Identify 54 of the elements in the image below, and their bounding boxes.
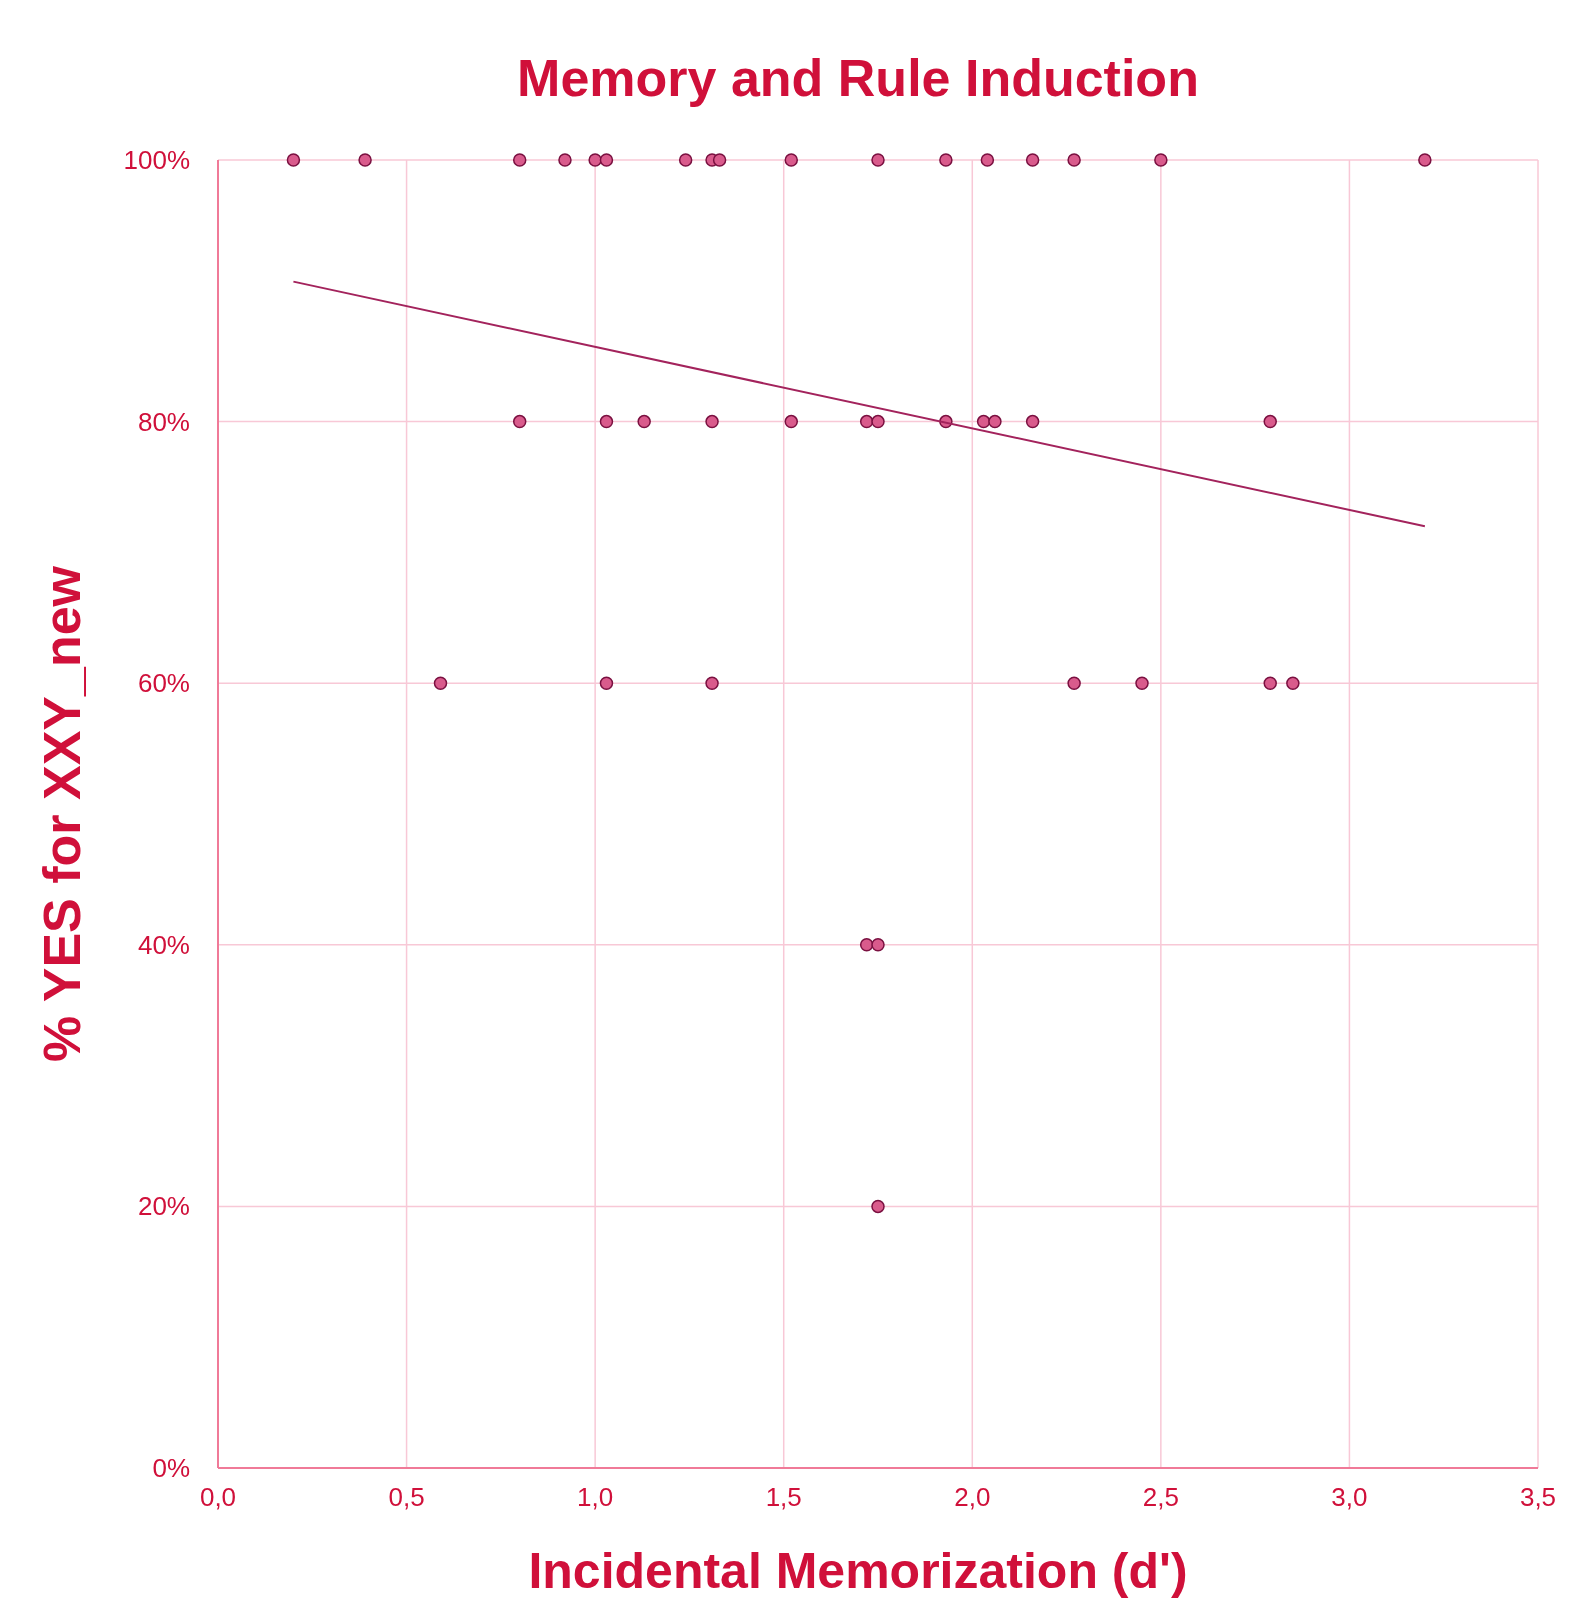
point (1286, 676, 1300, 690)
point (558, 153, 572, 167)
point (1418, 153, 1432, 167)
y-tick-label: 100% (123, 145, 190, 175)
point (871, 1199, 885, 1214)
point (286, 153, 301, 167)
point (588, 153, 602, 167)
point (871, 153, 885, 167)
point (678, 153, 693, 167)
x-tick-label: 1,5 (765, 1482, 802, 1512)
point (1067, 676, 1081, 690)
point (1154, 153, 1168, 167)
point (712, 153, 727, 167)
point (705, 676, 719, 690)
x-tick-label: 0,0 (199, 1482, 237, 1512)
point (980, 153, 995, 167)
point (705, 414, 719, 429)
point (433, 676, 448, 690)
point (1025, 153, 1040, 167)
y-tick-label: 80% (137, 406, 190, 437)
x-tick-label: 0,5 (388, 1482, 425, 1512)
point (784, 414, 799, 429)
x-tick-label: 2,5 (1142, 1482, 1179, 1512)
point (1263, 676, 1277, 690)
x-tick-label: 1,0 (577, 1482, 614, 1512)
point (599, 414, 614, 429)
point (512, 153, 527, 167)
point (512, 414, 527, 429)
point (1263, 414, 1277, 429)
point (859, 938, 874, 952)
y-axis-title: % YES for XXY_new (33, 565, 91, 1063)
point (939, 153, 953, 167)
point (599, 153, 614, 167)
point (988, 414, 1002, 429)
point (1025, 414, 1040, 429)
point (1135, 676, 1149, 690)
x-tick-label: 2,0 (954, 1482, 991, 1512)
y-tick-label: 20% (137, 1191, 190, 1222)
x-axis-title: Incidental Memorization (d') (528, 1543, 1188, 1599)
point (784, 153, 799, 167)
point (599, 676, 614, 690)
point (637, 414, 651, 429)
point (976, 414, 991, 429)
y-tick-label: 0% (152, 1453, 190, 1483)
x-tick-label: 3,0 (1331, 1482, 1368, 1512)
chart-title: Memory and Rule Induction (517, 49, 1199, 107)
y-tick-label: 60% (137, 668, 190, 699)
y-tick-label: 40% (137, 929, 190, 960)
point (859, 414, 874, 429)
point (871, 938, 885, 952)
point (358, 153, 372, 167)
point (1067, 153, 1081, 167)
x-tick-label: 3,5 (1519, 1482, 1557, 1512)
point (871, 414, 885, 429)
